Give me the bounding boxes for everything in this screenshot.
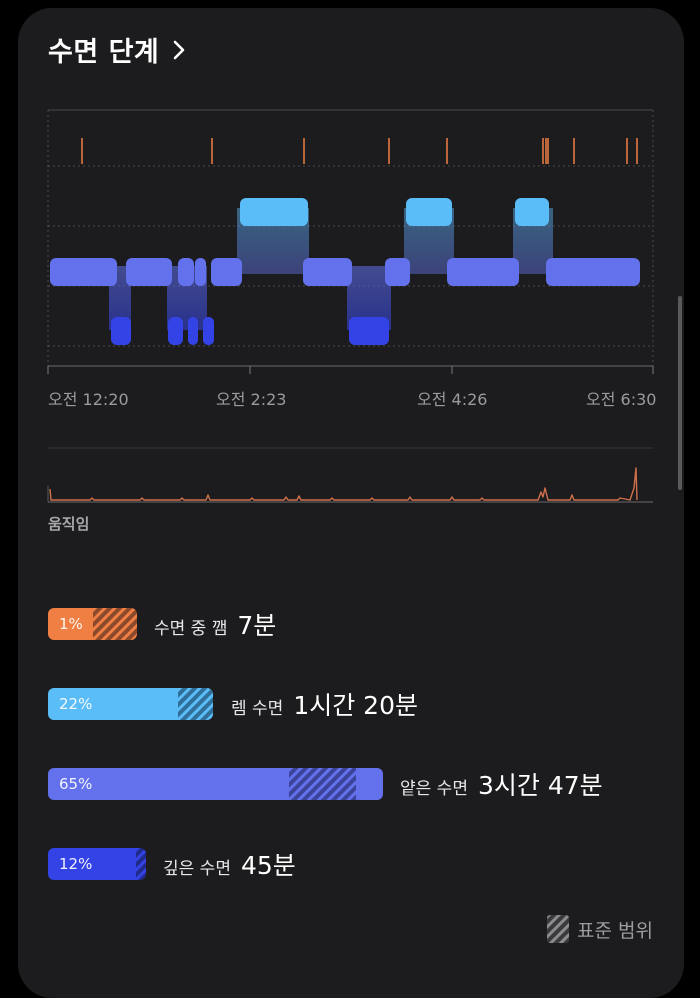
movement-label: 움직임 — [48, 515, 90, 533]
rem-sleep-segments — [240, 198, 549, 226]
stat-row-deep: 12% 깊은 수면 45분 — [0, 848, 700, 880]
stat-row-rem: 22% 렘 수면 1시간 20분 — [0, 688, 700, 720]
deep-sleep-segment — [168, 317, 183, 345]
rem-bar: 22% — [48, 688, 213, 720]
page-title: 수면 단계 — [48, 37, 160, 68]
awake-percent: 1% — [59, 615, 83, 633]
light-sleep-segment — [126, 258, 172, 286]
x-tick-label: 오전 12:20 — [48, 390, 129, 409]
sleep-stages-card — [18, 8, 684, 998]
light-sleep-segment — [178, 258, 194, 286]
movement-line — [49, 467, 638, 501]
rem-duration: 1시간 20분 — [293, 691, 418, 720]
deep-duration: 45분 — [240, 851, 296, 880]
awake-stat-text: 수면 중 깸 7분 — [154, 606, 276, 642]
x-tick-label: 오전 6:30 — [586, 390, 657, 409]
hatch-swatch-icon — [547, 915, 569, 943]
chevron-right-icon — [173, 40, 185, 60]
awake-bar: 1% — [48, 608, 137, 640]
deep-bar: 12% — [48, 848, 146, 880]
scrollbar[interactable] — [678, 296, 682, 490]
light-sleep-segment — [303, 258, 352, 286]
rem-stat-text: 렘 수면 1시간 20분 — [231, 686, 418, 722]
deep-sleep-segments — [111, 317, 389, 345]
deep-bar-fill — [48, 848, 136, 880]
stat-row-light: 65% 얕은 수면 3시간 47분 — [0, 768, 700, 800]
awake-name: 수면 중 깸 — [154, 619, 228, 639]
deep-name: 깊은 수면 — [163, 859, 231, 879]
deep-sleep-segment — [188, 317, 198, 345]
awake-markers — [81, 138, 638, 164]
light-sleep-segment — [195, 258, 206, 286]
light-duration: 3시간 47분 — [477, 771, 603, 800]
rem-bar-fill — [48, 688, 178, 720]
light-bar: 65% — [48, 768, 383, 800]
x-tick-label: 오전 2:23 — [216, 390, 287, 409]
standard-range-legend: 표준 범위 — [547, 915, 653, 943]
deep-sleep-segment — [203, 317, 214, 345]
light-sleep-segment — [447, 258, 519, 286]
deep-range-hatch — [136, 848, 146, 880]
rem-sleep-segment — [240, 198, 308, 226]
x-axis-ticks — [47, 366, 654, 374]
deep-percent: 12% — [59, 855, 93, 873]
rem-name: 렘 수면 — [231, 699, 284, 719]
deep-sleep-segment — [349, 317, 389, 345]
stat-row-awake: 1% 수면 중 깸 7분 — [0, 608, 700, 640]
light-sleep-segment — [385, 258, 410, 286]
rem-sleep-segment — [515, 198, 549, 226]
light-percent: 65% — [59, 775, 93, 793]
light-sleep-segment — [546, 258, 640, 286]
legend-label: 표준 범위 — [577, 919, 653, 942]
awake-duration: 7분 — [237, 611, 277, 640]
rem-percent: 22% — [59, 695, 93, 713]
light-sleep-segment — [50, 258, 117, 286]
light-name: 얕은 수면 — [400, 779, 468, 799]
awake-bar-fill — [48, 608, 93, 640]
rem-range-hatch — [178, 688, 213, 720]
light-stat-text: 얕은 수면 3시간 47분 — [400, 766, 603, 802]
movement-chart — [47, 447, 653, 503]
awake-range-hatch — [93, 608, 137, 640]
deep-stat-text: 깊은 수면 45분 — [163, 846, 296, 882]
light-sleep-segment — [211, 258, 242, 286]
light-sleep-segments — [50, 258, 640, 286]
rem-sleep-segment — [406, 198, 452, 226]
sleep-stages-header[interactable]: 수면 단계 — [48, 30, 185, 69]
x-tick-label: 오전 4:26 — [417, 390, 488, 409]
deep-sleep-segment — [111, 317, 131, 345]
light-range-hatch — [289, 768, 356, 800]
